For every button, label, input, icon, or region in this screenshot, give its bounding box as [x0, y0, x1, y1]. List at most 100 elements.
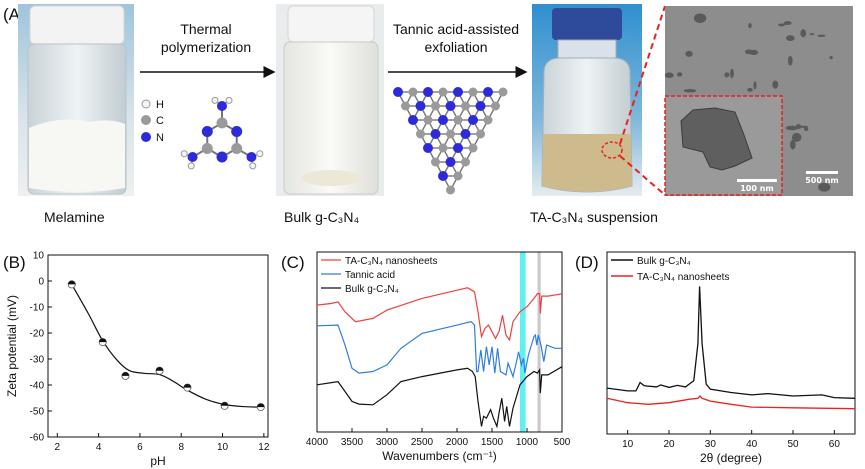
xrd-chart: 10 20 30 40 50 60 2θ (degree) Bulk g-C₃N₄ TA-C₃N… — [606, 251, 856, 465]
x-tick-label: 60 — [829, 439, 841, 450]
nanosheet-particle — [685, 50, 693, 57]
y-tick-label: -20 — [30, 329, 45, 340]
carbon-atom — [216, 117, 228, 129]
nitrogen-atom — [217, 101, 227, 111]
data-point-fill — [99, 338, 107, 343]
nanosheet-particle — [789, 139, 796, 150]
carbon-atom — [461, 157, 470, 167]
nanosheet-particle — [778, 23, 786, 27]
nitrogen-atom — [423, 143, 433, 153]
step1-line1: Thermal — [180, 21, 231, 37]
nanosheet-particle — [724, 72, 730, 78]
fit-curve — [71, 284, 261, 408]
plot-frame — [606, 251, 856, 435]
x-tick-label: 10 — [217, 442, 229, 453]
legend-label: Bulk g-C₃N₄ — [345, 284, 399, 295]
carbon-atom — [401, 101, 410, 111]
panel-c-label: (C) — [281, 253, 305, 272]
hydrogen-atom — [180, 150, 188, 158]
plot-frame — [316, 251, 563, 433]
carbon-atom — [423, 115, 433, 125]
nanosheet-particle — [799, 125, 809, 128]
caption-suspension: TA-C₃N₄ suspension — [530, 209, 658, 225]
x-tick-label: 2000 — [446, 437, 469, 448]
carbon-atom — [461, 101, 470, 111]
hydrogen-icon — [141, 99, 151, 109]
spectrum-line — [316, 321, 562, 379]
carbon-atom — [446, 185, 455, 195]
hydrogen-atom — [256, 150, 264, 158]
y-tick-label: 0 — [38, 277, 44, 288]
x-tick-label: 10 — [622, 439, 634, 450]
nanosheet-particle — [730, 68, 734, 79]
nanosheet-particle — [748, 22, 752, 29]
y-tick-label: -50 — [30, 407, 45, 418]
x-tick-label: 2500 — [411, 437, 434, 448]
hydrogen-atom — [187, 162, 195, 170]
carbon-icon — [141, 115, 151, 125]
legend-h: H — [156, 99, 164, 111]
x-axis-label: Wavenumbers (cm⁻¹) — [382, 449, 497, 463]
nitrogen-atom — [393, 87, 403, 97]
scale-bar-main — [806, 171, 838, 174]
step2-line2: exfoliation — [424, 39, 487, 55]
spectrum-line — [316, 287, 563, 342]
x-tick-label: 1500 — [481, 437, 504, 448]
x-tick-label: 500 — [554, 437, 571, 448]
x-tick-label: 50 — [787, 439, 799, 450]
y-tick-label: -10 — [30, 303, 45, 314]
x-tick-label: 4 — [96, 442, 102, 453]
carbon-atom — [438, 87, 448, 97]
g-c3n4-network-structure — [393, 87, 508, 195]
highlight-circle — [601, 141, 623, 159]
atom-legend: H C N — [141, 99, 164, 144]
y-tick-label: -60 — [30, 433, 45, 444]
y-tick-label: -30 — [30, 355, 45, 366]
tem-image: 100 nm 500 nm — [664, 6, 853, 196]
xrd-pattern-line — [606, 395, 856, 410]
data-point-fill — [257, 403, 265, 408]
x-tick-label: 1000 — [516, 437, 539, 448]
nitrogen-atom — [445, 101, 456, 111]
nitrogen-atom — [453, 143, 463, 153]
nitrogen-atom — [445, 157, 456, 167]
x-tick-label: 20 — [663, 439, 675, 450]
carbon-atom — [201, 143, 213, 154]
nitrogen-atom — [460, 129, 471, 139]
panel-a: (A) Melamine Thermal polymerization H C … — [3, 4, 853, 225]
nitrogen-atom — [187, 152, 198, 162]
y-axis-label: Zeta potential (mV) — [5, 295, 19, 397]
nanosheet-particle — [772, 80, 779, 89]
nitrogen-atom — [415, 101, 426, 111]
zeta-potential-chart: 2 4 6 8 10 12 10 0 -10 -20 -30 -40 -50 -60 pH Zeta pote… — [5, 251, 270, 469]
nanosheet-particle — [749, 49, 759, 56]
carbon-atom — [231, 143, 243, 154]
nanosheet-particle — [818, 182, 831, 192]
nanosheet-particle — [817, 34, 826, 37]
carbon-atom — [446, 129, 455, 139]
carbon-atom — [438, 143, 448, 153]
data-point-fill — [68, 280, 76, 285]
y-tick-label: -40 — [30, 381, 45, 392]
x-tick-label: 3500 — [341, 437, 364, 448]
x-tick-label: 30 — [705, 439, 717, 450]
x-tick-label: 12 — [258, 442, 270, 453]
nanosheet-particle — [664, 72, 674, 78]
nanosheet-particle — [809, 33, 815, 36]
carbon-atom — [431, 157, 440, 167]
nanosheet-particle — [785, 125, 799, 131]
carbon-atom — [408, 87, 418, 97]
xrd-pattern-line — [606, 286, 856, 399]
legend-n: N — [156, 132, 164, 144]
carbon-atom — [453, 115, 463, 125]
melamine-jar-photo — [18, 4, 134, 196]
nanosheet-particle — [696, 14, 701, 17]
x-tick-label: 40 — [746, 439, 758, 450]
zoom-line-top — [619, 5, 666, 145]
nanosheet-particle — [795, 124, 802, 130]
nanosheet-particle — [753, 81, 757, 90]
data-point-fill — [121, 372, 130, 376]
scale-bar-inset — [737, 179, 777, 182]
highlight-band — [520, 252, 526, 432]
